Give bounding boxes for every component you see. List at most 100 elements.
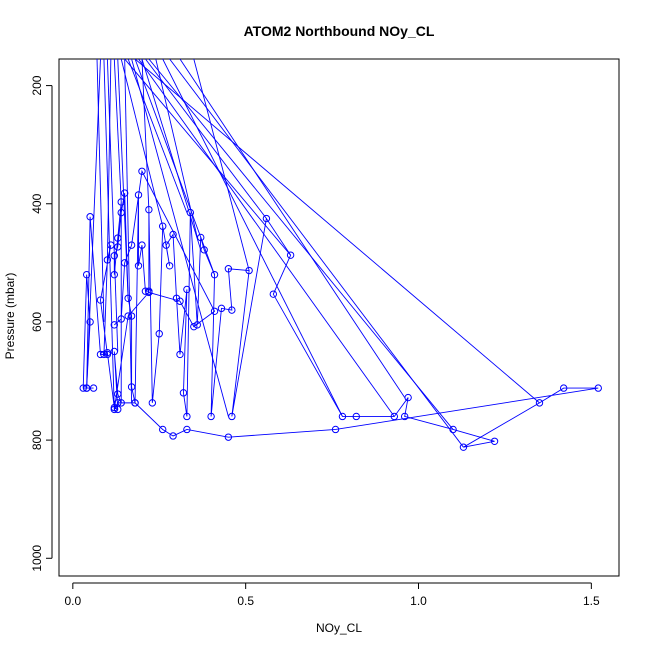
data-point	[124, 312, 132, 320]
data-point	[145, 205, 153, 214]
y-tick-label: 600	[30, 312, 44, 332]
data-point	[82, 270, 91, 279]
series-line-segment	[138, 59, 395, 417]
data-point	[190, 322, 198, 331]
data-point	[114, 234, 122, 242]
y-axis-label: Pressure (mbar)	[3, 273, 17, 360]
series-line-segment	[141, 59, 150, 210]
data-point	[490, 437, 499, 445]
data-point	[197, 233, 205, 242]
data-point	[165, 262, 174, 270]
data-point	[117, 315, 125, 323]
data-point	[114, 390, 122, 398]
data-point	[114, 399, 122, 407]
data-point	[117, 399, 125, 407]
data-point	[210, 270, 219, 279]
data-point	[594, 384, 602, 392]
data-point	[183, 425, 191, 434]
data-point	[286, 251, 295, 259]
series-line-segment	[131, 59, 229, 417]
data-point	[183, 285, 191, 294]
series-line-segment	[113, 59, 122, 203]
data-point	[138, 241, 146, 249]
data-point	[459, 443, 468, 451]
series-line-segment	[96, 59, 105, 322]
data-point	[169, 230, 177, 239]
data-point	[110, 252, 119, 260]
x-tick-label: 0.5	[237, 594, 254, 608]
data-point	[228, 412, 236, 421]
data-point	[145, 288, 153, 297]
data-point	[159, 425, 167, 434]
data-point	[79, 384, 87, 392]
x-tick-label: 0.0	[64, 594, 81, 608]
data-point	[110, 347, 119, 356]
y-tick-label: 1000	[30, 545, 44, 572]
y-tick-label: 800	[30, 430, 44, 450]
data-point	[127, 241, 136, 249]
series-line-segment	[86, 59, 101, 389]
data-point	[390, 412, 399, 421]
data-point	[148, 399, 157, 407]
data-point	[96, 296, 105, 304]
data-point	[176, 297, 184, 305]
series-line-segment	[155, 59, 198, 238]
data-point	[338, 412, 347, 421]
series-line-segment	[193, 59, 250, 271]
data-point	[110, 321, 119, 329]
y-tick-label: 400	[30, 193, 44, 213]
data-point	[114, 243, 122, 251]
plot-frame	[58, 58, 620, 577]
data-point	[86, 318, 94, 326]
data-point	[124, 294, 132, 302]
data-point	[210, 307, 219, 315]
data-point	[120, 189, 129, 197]
data-point	[217, 304, 226, 313]
data-point	[141, 287, 150, 295]
x-tick-label: 1.0	[410, 594, 427, 608]
data-point	[138, 167, 146, 175]
data-point	[200, 246, 208, 254]
data-point	[207, 412, 215, 421]
chart-title: ATOM2 Northbound NOy_CL	[244, 23, 435, 39]
data-point	[559, 384, 568, 392]
data-point	[183, 412, 191, 421]
data-point	[110, 270, 119, 279]
data-point	[169, 432, 177, 440]
data-point	[134, 191, 143, 199]
data-point	[535, 399, 544, 407]
series-line-segment	[127, 59, 188, 213]
data-point	[224, 265, 233, 273]
series-line-segment	[162, 59, 343, 417]
data-point	[404, 393, 412, 402]
series-line-segment	[124, 59, 291, 256]
data-point	[269, 290, 278, 298]
data-point	[176, 350, 184, 359]
data-point	[162, 241, 170, 249]
data-point	[100, 350, 108, 359]
series-line-segment	[148, 59, 454, 430]
series-line-segment	[179, 59, 406, 398]
data-point	[103, 348, 112, 357]
data-point	[155, 330, 163, 338]
axes: 0.0 0.5 1.0 1.5 200 400 600 800 1000	[30, 75, 600, 608]
data-point	[82, 384, 91, 392]
data-point	[89, 384, 98, 392]
data-point	[117, 198, 125, 206]
series-line-segment	[169, 59, 464, 448]
series-line-segment	[106, 59, 119, 352]
data-point	[228, 306, 236, 314]
data-point	[131, 399, 139, 407]
data-point	[120, 259, 129, 267]
data-point	[117, 208, 125, 217]
x-axis-label: NOy_CL	[316, 621, 362, 635]
data-point	[107, 241, 115, 249]
data-point	[262, 214, 271, 223]
y-tick-label: 200	[30, 75, 44, 95]
series-lines	[82, 59, 599, 448]
series-line-segment	[141, 59, 202, 250]
data-point	[127, 383, 136, 391]
data-point	[96, 350, 105, 359]
data-point	[193, 321, 201, 329]
